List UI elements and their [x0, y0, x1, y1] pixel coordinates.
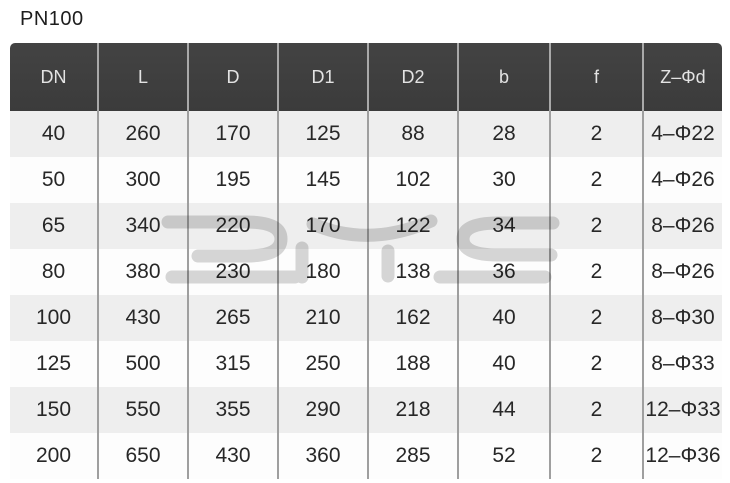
- table-cell: 220: [188, 203, 279, 249]
- table-cell: 188: [368, 341, 459, 387]
- column-header: Z–Φd: [643, 43, 722, 111]
- column-header: D1: [278, 43, 369, 111]
- table-cell: 125: [278, 111, 369, 157]
- page-title: PN100: [20, 8, 84, 30]
- table-cell: 30: [458, 157, 551, 203]
- table-cell: 122: [368, 203, 459, 249]
- dimension-table-wrap: DN L D D1 D2 b f Z–Φd 40 260 170 125 88 28 2 4–Φ22 50 30…: [10, 43, 722, 479]
- table-cell: 40: [458, 341, 551, 387]
- table-cell: 52: [458, 433, 551, 479]
- table-cell: 2: [550, 295, 644, 341]
- table-cell: 2: [550, 341, 644, 387]
- table-cell: 2: [550, 111, 644, 157]
- table-cell: 430: [98, 295, 189, 341]
- table-cell: 138: [368, 249, 459, 295]
- table-cell: 65: [10, 203, 99, 249]
- table-cell: 40: [458, 295, 551, 341]
- table-row: 200 650 430 360 285 52 2 12–Φ36: [10, 433, 722, 479]
- table-cell: 230: [188, 249, 279, 295]
- table-cell: 8–Φ30: [651, 306, 715, 329]
- table-header-row: DN L D D1 D2 b f Z–Φd: [10, 43, 722, 111]
- table-cell: 265: [188, 295, 279, 341]
- table-cell: 88: [368, 111, 459, 157]
- table-cell: 12–Φ36: [645, 444, 721, 467]
- table-cell: 80: [10, 249, 99, 295]
- column-header: DN: [10, 43, 99, 111]
- table-cell: 28: [458, 111, 551, 157]
- table-cell: 550: [98, 387, 189, 433]
- table-cell: 2: [550, 433, 644, 479]
- column-header: D2: [368, 43, 459, 111]
- table-cell: 36: [458, 249, 551, 295]
- table-cell: 2: [550, 203, 644, 249]
- table-cell: 195: [188, 157, 279, 203]
- table-cell: 8–Φ33: [651, 352, 715, 375]
- table-cell: 170: [278, 203, 369, 249]
- table-cell: 430: [188, 433, 279, 479]
- table-row: 100 430 265 210 162 40 2 8–Φ30: [10, 295, 722, 341]
- table-cell: 145: [278, 157, 369, 203]
- table-cell: 125: [10, 341, 99, 387]
- table-row: 125 500 315 250 188 40 2 8–Φ33: [10, 341, 722, 387]
- table-cell: 380: [98, 249, 189, 295]
- table-cell: 355: [188, 387, 279, 433]
- table-cell: 290: [278, 387, 369, 433]
- table-cell: 34: [458, 203, 551, 249]
- table-cell: 180: [278, 249, 369, 295]
- table-row: 150 550 355 290 218 44 2 12–Φ33: [10, 387, 722, 433]
- table-cell: 4–Φ26: [651, 168, 715, 191]
- table-cell: 500: [98, 341, 189, 387]
- table-cell: 200: [10, 433, 99, 479]
- table-cell: 315: [188, 341, 279, 387]
- table-body: 40 260 170 125 88 28 2 4–Φ22 50 300 195 145 102 30 2 4–…: [10, 111, 722, 479]
- table-cell: 250: [278, 341, 369, 387]
- column-header: b: [458, 43, 551, 111]
- table-row: 40 260 170 125 88 28 2 4–Φ22: [10, 111, 722, 157]
- table-cell: 2: [550, 387, 644, 433]
- table-cell: 210: [278, 295, 369, 341]
- table-cell: 170: [188, 111, 279, 157]
- table-cell: 40: [10, 111, 99, 157]
- table-cell: 162: [368, 295, 459, 341]
- table-cell: 218: [368, 387, 459, 433]
- table-cell: 8–Φ26: [651, 214, 715, 237]
- table-cell: 12–Φ33: [645, 398, 721, 421]
- table-cell: 8–Φ26: [651, 260, 715, 283]
- table-cell: 340: [98, 203, 189, 249]
- column-header: D: [188, 43, 279, 111]
- table-cell: 4–Φ22: [651, 122, 715, 145]
- table-cell: 260: [98, 111, 189, 157]
- table-cell: 360: [278, 433, 369, 479]
- table-row: 65 340 220 170 122 34 2 8–Φ26: [10, 203, 722, 249]
- table-cell: 100: [10, 295, 99, 341]
- table-cell: 44: [458, 387, 551, 433]
- column-header: f: [550, 43, 644, 111]
- table-cell: 150: [10, 387, 99, 433]
- table-cell: 2: [550, 249, 644, 295]
- table-cell: 50: [10, 157, 99, 203]
- dimension-table: DN L D D1 D2 b f Z–Φd 40 260 170 125 88 28 2 4–Φ22 50 30…: [10, 43, 722, 479]
- table-cell: 102: [368, 157, 459, 203]
- table-cell: 650: [98, 433, 189, 479]
- table-cell: 2: [550, 157, 644, 203]
- table-cell: 300: [98, 157, 189, 203]
- table-row: 80 380 230 180 138 36 2 8–Φ26: [10, 249, 722, 295]
- table-row: 50 300 195 145 102 30 2 4–Φ26: [10, 157, 722, 203]
- column-header: L: [98, 43, 189, 111]
- table-cell: 285: [368, 433, 459, 479]
